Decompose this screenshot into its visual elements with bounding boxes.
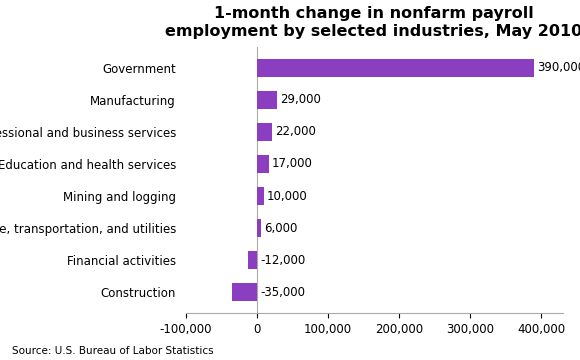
Title: 1-month change in nonfarm payroll
employment by selected industries, May 2010: 1-month change in nonfarm payroll employ…	[165, 6, 580, 39]
Text: 6,000: 6,000	[264, 222, 297, 235]
Bar	[257, 91, 277, 109]
Text: 17,000: 17,000	[271, 157, 313, 171]
Text: -35,000: -35,000	[260, 286, 305, 299]
Text: 29,000: 29,000	[280, 93, 321, 106]
Bar	[257, 155, 269, 173]
Bar	[232, 283, 257, 301]
Bar	[248, 251, 257, 269]
Bar	[257, 123, 273, 141]
Bar	[257, 187, 264, 205]
Text: 390,000: 390,000	[537, 61, 580, 74]
Bar	[257, 219, 261, 237]
Bar	[257, 59, 534, 77]
Text: -12,000: -12,000	[260, 254, 306, 267]
Text: Source: U.S. Bureau of Labor Statistics: Source: U.S. Bureau of Labor Statistics	[12, 346, 213, 356]
Text: 10,000: 10,000	[267, 189, 307, 203]
Text: 22,000: 22,000	[276, 125, 316, 138]
